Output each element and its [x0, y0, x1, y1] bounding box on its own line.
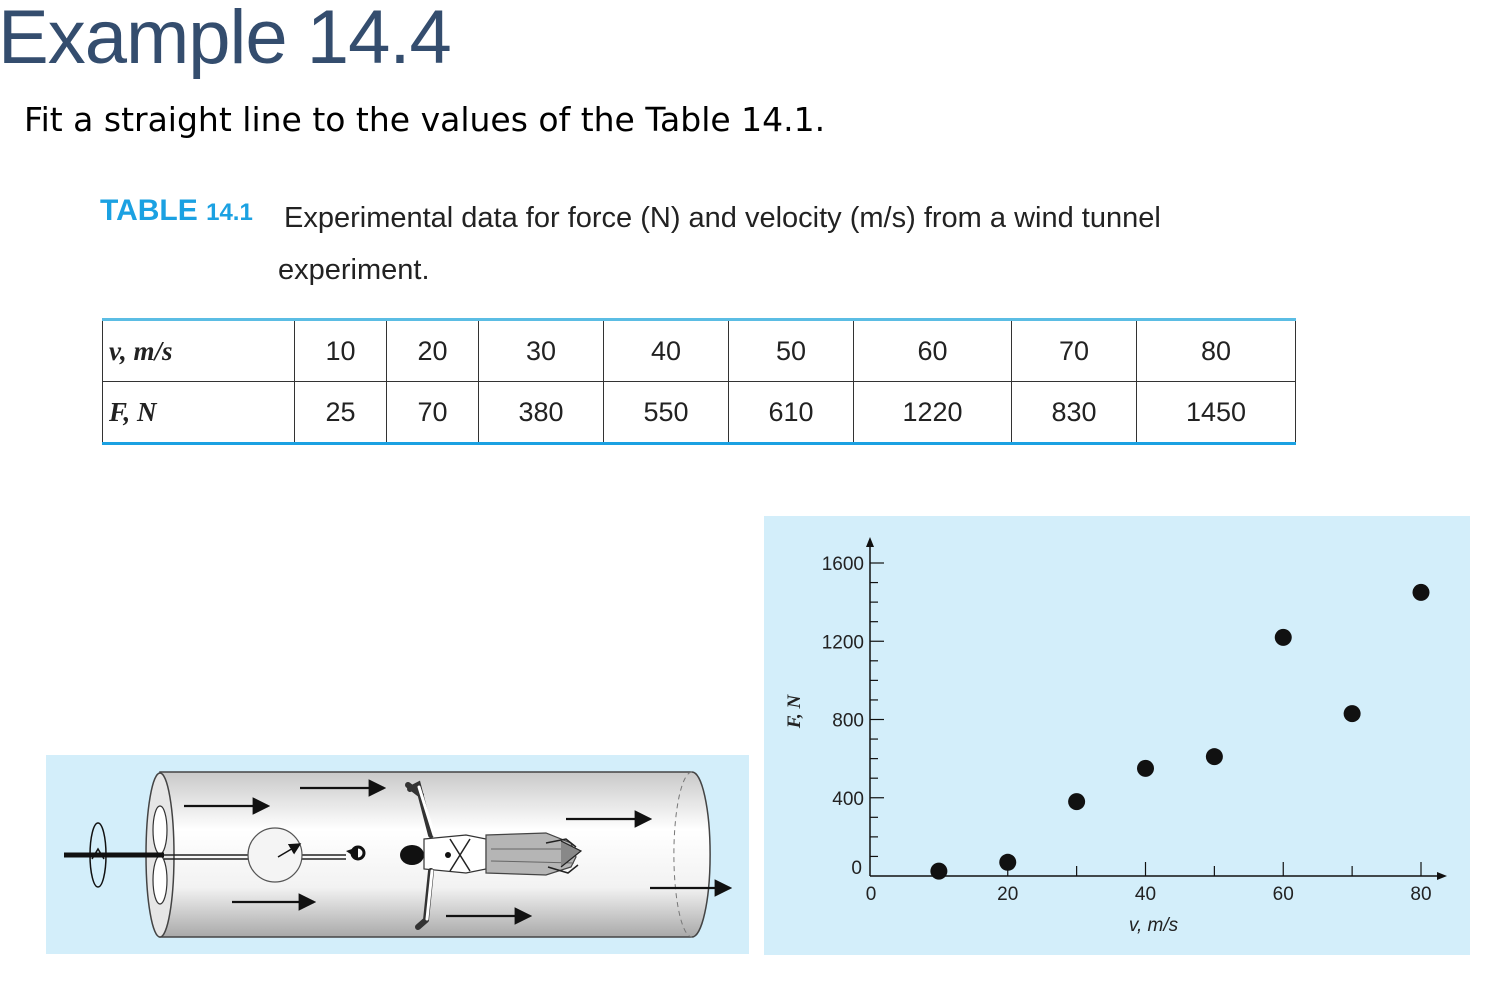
data-point [1343, 705, 1361, 723]
table-row-force: F, N 25 70 380 550 610 1220 830 1450 [102, 381, 1296, 444]
instruction-text: Fit a straight line to the values of the… [24, 100, 826, 139]
table-cell: 830 [1011, 381, 1137, 444]
y-tick-label: 0 [851, 858, 862, 879]
row-header: v, m/s [102, 319, 295, 382]
table-caption-label: TABLE 14.1 [100, 194, 253, 228]
table-number: 14.1 [206, 199, 253, 226]
y-axis-label: F, N [784, 694, 805, 730]
x-axis-label: v, m/s [1129, 915, 1179, 936]
data-point [1274, 628, 1292, 646]
table-cell: 40 [603, 319, 729, 382]
person-figure [346, 780, 583, 930]
velocity-header: v, m/s [109, 335, 173, 366]
table-cell: 80 [1136, 319, 1296, 382]
table-caption: Experimental data for force (N) and velo… [278, 202, 1161, 286]
y-tick-label: 800 [832, 711, 864, 732]
data-point [1412, 583, 1430, 601]
y-tick-label: 1600 [822, 554, 864, 575]
x-tick-label: 80 [1410, 884, 1431, 905]
data-table: v, m/s 10 20 30 40 50 60 70 80 F, N 25 7… [102, 318, 1296, 445]
x-axis-arrow-icon [1437, 872, 1447, 880]
data-point [999, 853, 1017, 871]
table-cell: 610 [728, 381, 854, 444]
fan-blade [152, 855, 168, 905]
x-tick-label: 60 [1273, 884, 1294, 905]
airflow-arrows [184, 779, 733, 925]
table-cell: 30 [478, 319, 604, 382]
data-point [1137, 759, 1154, 777]
data-point [1205, 748, 1223, 766]
table-cell: 25 [294, 381, 387, 444]
table-cell: 70 [386, 381, 479, 444]
table-cell: 20 [386, 319, 479, 382]
y-tick-label: 400 [832, 789, 864, 810]
table-cell: 60 [853, 319, 1012, 382]
slide-title: Example 14.4 [0, 0, 452, 80]
force-gauge [247, 827, 303, 883]
data-point [1068, 793, 1086, 811]
table-cell: 380 [478, 381, 604, 444]
table-label: TABLE [100, 194, 198, 227]
wind-tunnel-drawing [64, 771, 733, 938]
wind-tunnel-illustration [46, 755, 749, 954]
x-tick-label: 0 [866, 884, 877, 905]
y-tick-label: 1200 [822, 632, 864, 653]
x-tick-label: 20 [997, 884, 1018, 905]
data-point [930, 862, 948, 880]
y-axis-arrow-icon [866, 537, 874, 547]
table-cell: 550 [603, 381, 729, 444]
force-header: F, N [109, 396, 157, 427]
row-header: F, N [102, 381, 295, 444]
table-cell: 70 [1011, 319, 1137, 382]
table-cell: 10 [294, 319, 387, 382]
fan-blade [152, 805, 168, 855]
table-cell: 50 [728, 319, 854, 382]
table-row-velocity: v, m/s 10 20 30 40 50 60 70 80 [102, 319, 1296, 382]
table-cell: 1450 [1136, 381, 1296, 444]
scatter-chart: 0 20 40 60 80 0 400 800 1200 1600 v, m/s F, N [764, 516, 1470, 955]
rotation-arrow-icon [89, 822, 107, 888]
x-tick-label: 40 [1135, 884, 1156, 905]
table-cell: 1220 [853, 381, 1012, 444]
